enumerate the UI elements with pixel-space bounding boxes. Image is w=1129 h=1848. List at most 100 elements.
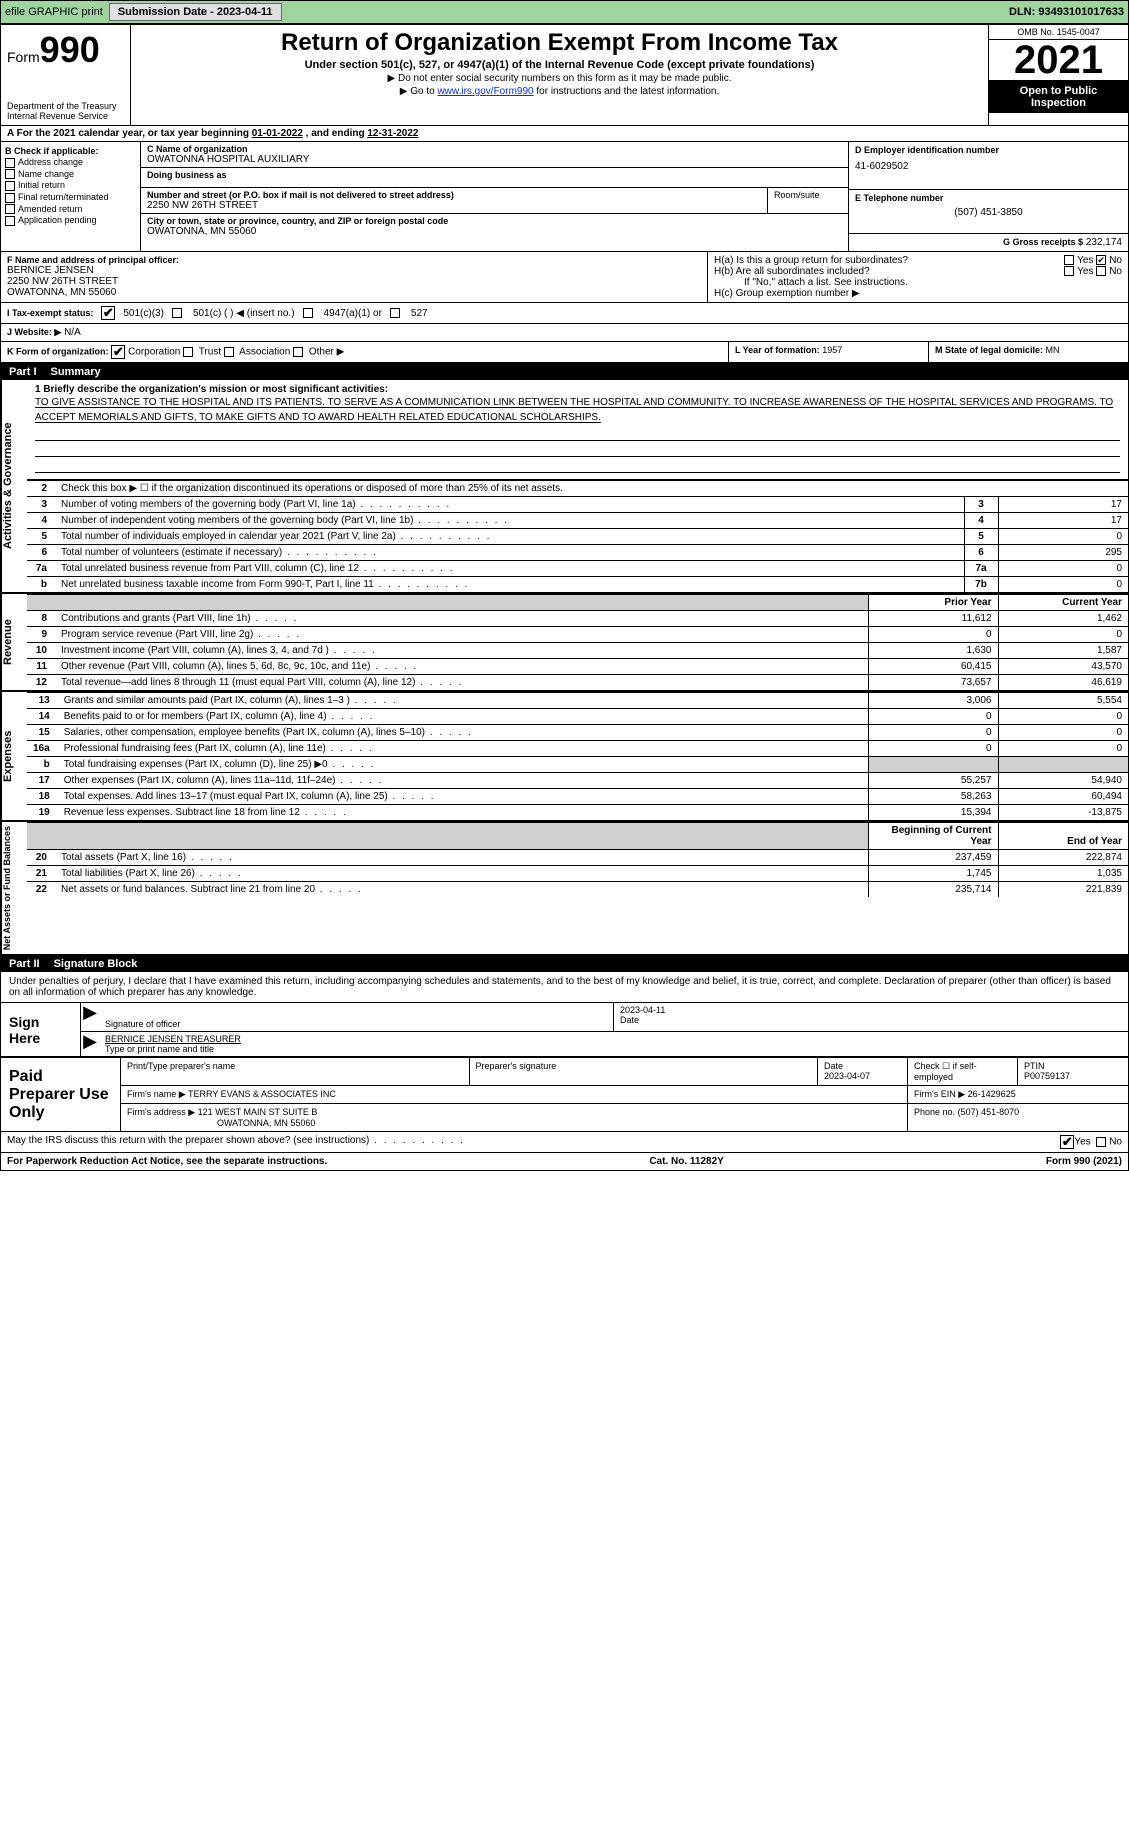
k-label: K Form of organization:: [7, 347, 109, 357]
gross-cell: G Gross receipts $ 232,174: [849, 234, 1128, 251]
period-begin: 01-01-2022: [252, 128, 303, 139]
box-m: M State of legal domicile: MN: [928, 342, 1128, 362]
paid-prep-label: Paid Preparer Use Only: [1, 1058, 121, 1131]
part-i-num: Part I: [9, 366, 37, 378]
footer-row: For Paperwork Reduction Act Notice, see …: [1, 1153, 1128, 1170]
street-cell: Number and street (or P.O. box if mail i…: [141, 188, 768, 214]
rev-col-hdr: Prior Year Current Year: [27, 595, 1128, 611]
chk-assoc[interactable]: [224, 347, 234, 357]
side-revenue: Revenue: [1, 594, 27, 690]
hb-no: No: [1109, 266, 1122, 277]
gov-line: 3Number of voting members of the governi…: [27, 497, 1128, 513]
firm-addr-cell: Firm's address ▶ 121 WEST MAIN ST SUITE …: [121, 1104, 908, 1131]
officer-street: 2250 NW 26TH STREET: [7, 276, 701, 287]
501c3-label: 501(c)(3): [123, 308, 164, 319]
part-i-title: Summary: [51, 366, 101, 378]
chk-trust[interactable]: [183, 347, 193, 357]
revenue-section: Revenue Prior Year Current Year 8Contrib…: [1, 594, 1128, 692]
chk-app-pending[interactable]: Application pending: [5, 215, 136, 226]
table-row: 14Benefits paid to or for members (Part …: [27, 709, 1128, 725]
chk-name-change[interactable]: Name change: [5, 169, 136, 180]
firm-phone-cell: Phone no. (507) 451-8070: [908, 1104, 1128, 1131]
chk-initial-return[interactable]: Initial return: [5, 180, 136, 191]
discuss-q: May the IRS discuss this return with the…: [7, 1135, 465, 1149]
firm-ein-cell: Firm's EIN ▶ 26-1429625: [908, 1086, 1128, 1103]
dln-label: DLN: 93493101017633: [1009, 6, 1124, 18]
form-subtitle: Under section 501(c), 527, or 4947(a)(1)…: [139, 59, 980, 71]
line2-text: Check this box ▶ ☐ if the organization d…: [55, 481, 1128, 497]
irs-label: Internal Revenue Service: [7, 111, 124, 121]
prep-date-cell: Date 2023-04-07: [818, 1058, 908, 1085]
chk-527[interactable]: [390, 308, 400, 318]
chk-501c3[interactable]: ✔: [101, 306, 115, 320]
chk-final-return[interactable]: Final return/terminated: [5, 192, 136, 203]
street-value: 2250 NW 26TH STREET: [147, 200, 761, 211]
table-row: 13Grants and similar amounts paid (Part …: [27, 693, 1128, 709]
app-pending-label: Application pending: [18, 215, 97, 225]
prep-row-2: Firm's name ▶ TERRY EVANS & ASSOCIATES I…: [121, 1086, 1128, 1104]
form990-link[interactable]: www.irs.gov/Form990: [437, 86, 533, 97]
discuss-no-chk[interactable]: [1096, 1137, 1106, 1147]
sig-officer-line: ▶ Signature of officer 2023-04-11 Date: [81, 1003, 1128, 1032]
table-row: 20Total assets (Part X, line 16)237,4592…: [27, 850, 1128, 866]
sign-here-label: Sign Here: [1, 1003, 81, 1056]
revenue-content: Prior Year Current Year 8Contributions a…: [27, 594, 1128, 690]
officer-sig-cell: Signature of officer: [99, 1003, 614, 1031]
ha-no-chk[interactable]: ✔: [1096, 255, 1106, 265]
part-i-header: Part I Summary: [1, 364, 1128, 380]
part-ii-header: Part II Signature Block: [1, 956, 1128, 972]
ha-label: H(a) Is this a group return for subordin…: [714, 255, 908, 266]
goto-pre: ▶ Go to: [400, 86, 438, 97]
table-row: 15Salaries, other compensation, employee…: [27, 725, 1128, 741]
other-label: Other ▶: [309, 347, 344, 358]
tax-exempt-row: I Tax-exempt status: ✔501(c)(3) 501(c) (…: [1, 303, 1128, 324]
dept-treasury: Department of the Treasury: [7, 101, 124, 111]
penalties-text: Under penalties of perjury, I declare th…: [1, 972, 1128, 1003]
selfemp-label: Check ☐ if self-employed: [914, 1061, 1011, 1082]
ein-cell: D Employer identification number 41-6029…: [849, 142, 1128, 190]
hc-label: H(c) Group exemption number ▶: [714, 288, 1122, 299]
website-value: N/A: [64, 327, 81, 338]
discuss-row: May the IRS discuss this return with the…: [1, 1132, 1128, 1153]
form-footer: Form 990 (2021): [1046, 1156, 1122, 1167]
chk-address-change[interactable]: Address change: [5, 157, 136, 168]
governance-section: Activities & Governance 1 Briefly descri…: [1, 380, 1128, 594]
amended-label: Amended return: [18, 204, 83, 214]
end-year-hdr: End of Year: [998, 823, 1128, 850]
exempt-label: I Tax-exempt status:: [7, 308, 93, 318]
firm-ein-label: Firm's EIN ▶: [914, 1089, 965, 1099]
street-label: Number and street (or P.O. box if mail i…: [147, 190, 761, 200]
table-row: 11Other revenue (Part VIII, column (A), …: [27, 659, 1128, 675]
sig-date-cell: 2023-04-11 Date: [614, 1003, 1128, 1031]
expenses-section: Expenses 13Grants and similar amounts pa…: [1, 692, 1128, 822]
table-row: 8Contributions and grants (Part VIII, li…: [27, 611, 1128, 627]
addr-row: Number and street (or P.O. box if mail i…: [141, 188, 848, 214]
assoc-label: Association: [239, 347, 290, 358]
sign-here-row: Sign Here ▶ Signature of officer 2023-04…: [1, 1003, 1128, 1058]
city-label: City or town, state or province, country…: [147, 216, 842, 226]
officer-group-row: F Name and address of principal officer:…: [1, 252, 1128, 303]
chk-amended-return[interactable]: Amended return: [5, 204, 136, 215]
arrow-icon-2: ▶: [81, 1032, 99, 1056]
tel-label: E Telephone number: [855, 193, 1122, 203]
discuss-yes-chk[interactable]: ✔: [1060, 1135, 1074, 1149]
expenses-table: 13Grants and similar amounts paid (Part …: [27, 692, 1128, 820]
chk-corp[interactable]: ✔: [111, 345, 125, 359]
chk-other[interactable]: [293, 347, 303, 357]
hb-no-chk[interactable]: [1096, 266, 1106, 276]
hb-yes-chk[interactable]: [1064, 266, 1074, 276]
line-2: 2Check this box ▶ ☐ if the organization …: [27, 481, 1128, 497]
box-d-ids: D Employer identification number 41-6029…: [848, 142, 1128, 251]
chk-4947[interactable]: [303, 308, 313, 318]
prep-date-label: Date: [824, 1061, 901, 1071]
ha-yes-chk[interactable]: [1064, 255, 1074, 265]
hb-label: H(b) Are all subordinates included?: [714, 266, 870, 277]
expenses-content: 13Grants and similar amounts paid (Part …: [27, 692, 1128, 820]
officer-sig-label: Signature of officer: [105, 1019, 607, 1029]
527-label: 527: [411, 308, 428, 319]
chk-501c[interactable]: [172, 308, 182, 318]
form-header: Form990 Department of the Treasury Inter…: [1, 25, 1128, 126]
ptin-value: P00759137: [1024, 1071, 1122, 1081]
phone-value: (507) 451-8070: [958, 1107, 1020, 1117]
goto-note: ▶ Go to www.irs.gov/Form990 for instruct…: [139, 86, 980, 97]
